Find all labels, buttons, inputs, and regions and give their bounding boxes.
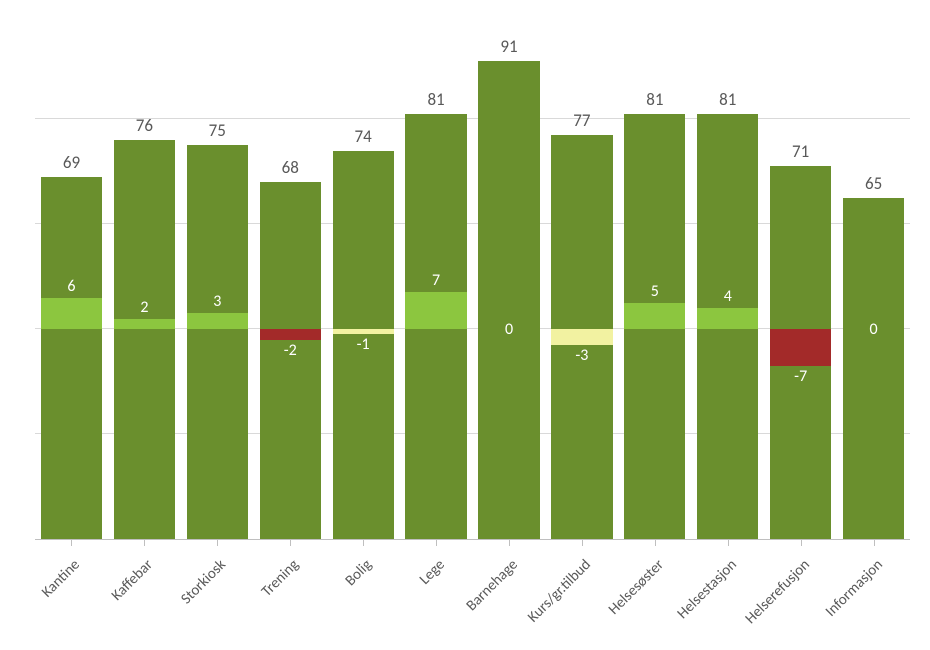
delta-label: 4: [691, 287, 764, 306]
bar-slot: 910: [473, 15, 546, 539]
delta-label: -3: [545, 346, 618, 365]
axis-tick: [363, 540, 364, 546]
delta-segment: [260, 329, 321, 340]
delta-label: -2: [254, 341, 327, 360]
x-label-slot: Informasjon: [837, 546, 910, 636]
x-label-slot: Bolig: [327, 546, 400, 636]
bar-value-label: 69: [41, 152, 102, 177]
bar: 91: [478, 61, 539, 539]
axis-tick: [509, 540, 510, 546]
delta-label: -1: [327, 335, 400, 354]
bar-value-label: 74: [333, 126, 394, 151]
x-label-slot: Trening: [254, 546, 327, 636]
bar: 75: [187, 145, 248, 539]
x-axis-label: Barnehage: [463, 556, 522, 615]
axis-tick: [728, 540, 729, 546]
x-label-slot: Helserefusjon: [764, 546, 837, 636]
delta-label: 0: [473, 320, 546, 339]
delta-segment: [187, 313, 248, 329]
bar-slot: 77 -3: [545, 15, 618, 539]
delta-label: 5: [618, 282, 691, 301]
plot-area: 69676275368-274-181791077-381581471-7650: [35, 15, 910, 540]
x-axis-label: Trening: [258, 556, 303, 601]
x-axis-label: Storkiosk: [178, 556, 230, 608]
bar-slot: 753: [181, 15, 254, 539]
delta-segment: [770, 329, 831, 366]
delta-segment: [551, 329, 612, 345]
bar-value-label: 81: [624, 89, 685, 114]
bar-value-label: 77: [551, 110, 612, 135]
delta-segment: [333, 329, 394, 334]
bar-slot: 71 -7: [764, 15, 837, 539]
delta-label: 6: [35, 277, 108, 296]
bar-value-label: 75: [187, 120, 248, 145]
bar-value-label: 71: [770, 141, 831, 166]
axis-tick: [71, 540, 72, 546]
bar-slot: 81 7: [400, 15, 473, 539]
bar: 65: [843, 198, 904, 539]
x-axis-label: Kaffebar: [108, 556, 157, 605]
bar: 69: [41, 177, 102, 539]
bar-value-label: 81: [697, 89, 758, 114]
bar-slot: 68-2: [254, 15, 327, 539]
delta-segment: [624, 303, 685, 329]
axis-tick: [801, 540, 802, 546]
axis-tick: [655, 540, 656, 546]
delta-segment: [405, 292, 466, 329]
bar: 68: [260, 182, 321, 539]
delta-label: 3: [181, 292, 254, 311]
delta-segment: [114, 319, 175, 330]
bar-slot: 74 -1: [327, 15, 400, 539]
bar-slot: 696: [35, 15, 108, 539]
bar-value-label: 91: [478, 36, 539, 61]
x-label-slot: Helsesøster: [618, 546, 691, 636]
axis-tick: [874, 540, 875, 546]
delta-label: 2: [108, 298, 181, 317]
x-label-slot: Kaffebar: [108, 546, 181, 636]
bar-value-label: 65: [843, 173, 904, 198]
delta-label: 0: [837, 320, 910, 339]
delta-label: -7: [764, 367, 837, 386]
x-label-slot: Kantine: [35, 546, 108, 636]
delta-segment: [697, 308, 758, 329]
bars-container: 69676275368-274-181791077-381581471-7650: [35, 15, 910, 539]
bar-value-label: 68: [260, 157, 321, 182]
bar: 76: [114, 140, 175, 539]
x-axis-label: Kantine: [39, 556, 84, 601]
bar-slot: 81 4: [691, 15, 764, 539]
x-axis-label: Lege: [416, 556, 449, 589]
axis-tick: [217, 540, 218, 546]
bar-value-label: 81: [405, 89, 466, 114]
axis-tick: [144, 540, 145, 546]
bar-slot: 650: [837, 15, 910, 539]
bar-value-label: 76: [114, 115, 175, 140]
axis-tick: [436, 540, 437, 546]
bar-slot: 81 5: [618, 15, 691, 539]
bar-slot: 762: [108, 15, 181, 539]
axis-tick: [582, 540, 583, 546]
delta-label: 7: [400, 271, 473, 290]
x-label-slot: Kurs/gr.tilbud: [545, 546, 618, 636]
chart-viewport: 69676275368-274-181791077-381581471-7650…: [0, 0, 930, 650]
axis-tick: [290, 540, 291, 546]
x-axis-labels: Kantine Kaffebar Storkiosk Trening Bolig Lege…: [35, 546, 910, 636]
x-label-slot: Lege: [400, 546, 473, 636]
x-label-slot: Storkiosk: [181, 546, 254, 636]
delta-segment: [41, 298, 102, 330]
x-axis-label: Bolig: [342, 556, 376, 590]
